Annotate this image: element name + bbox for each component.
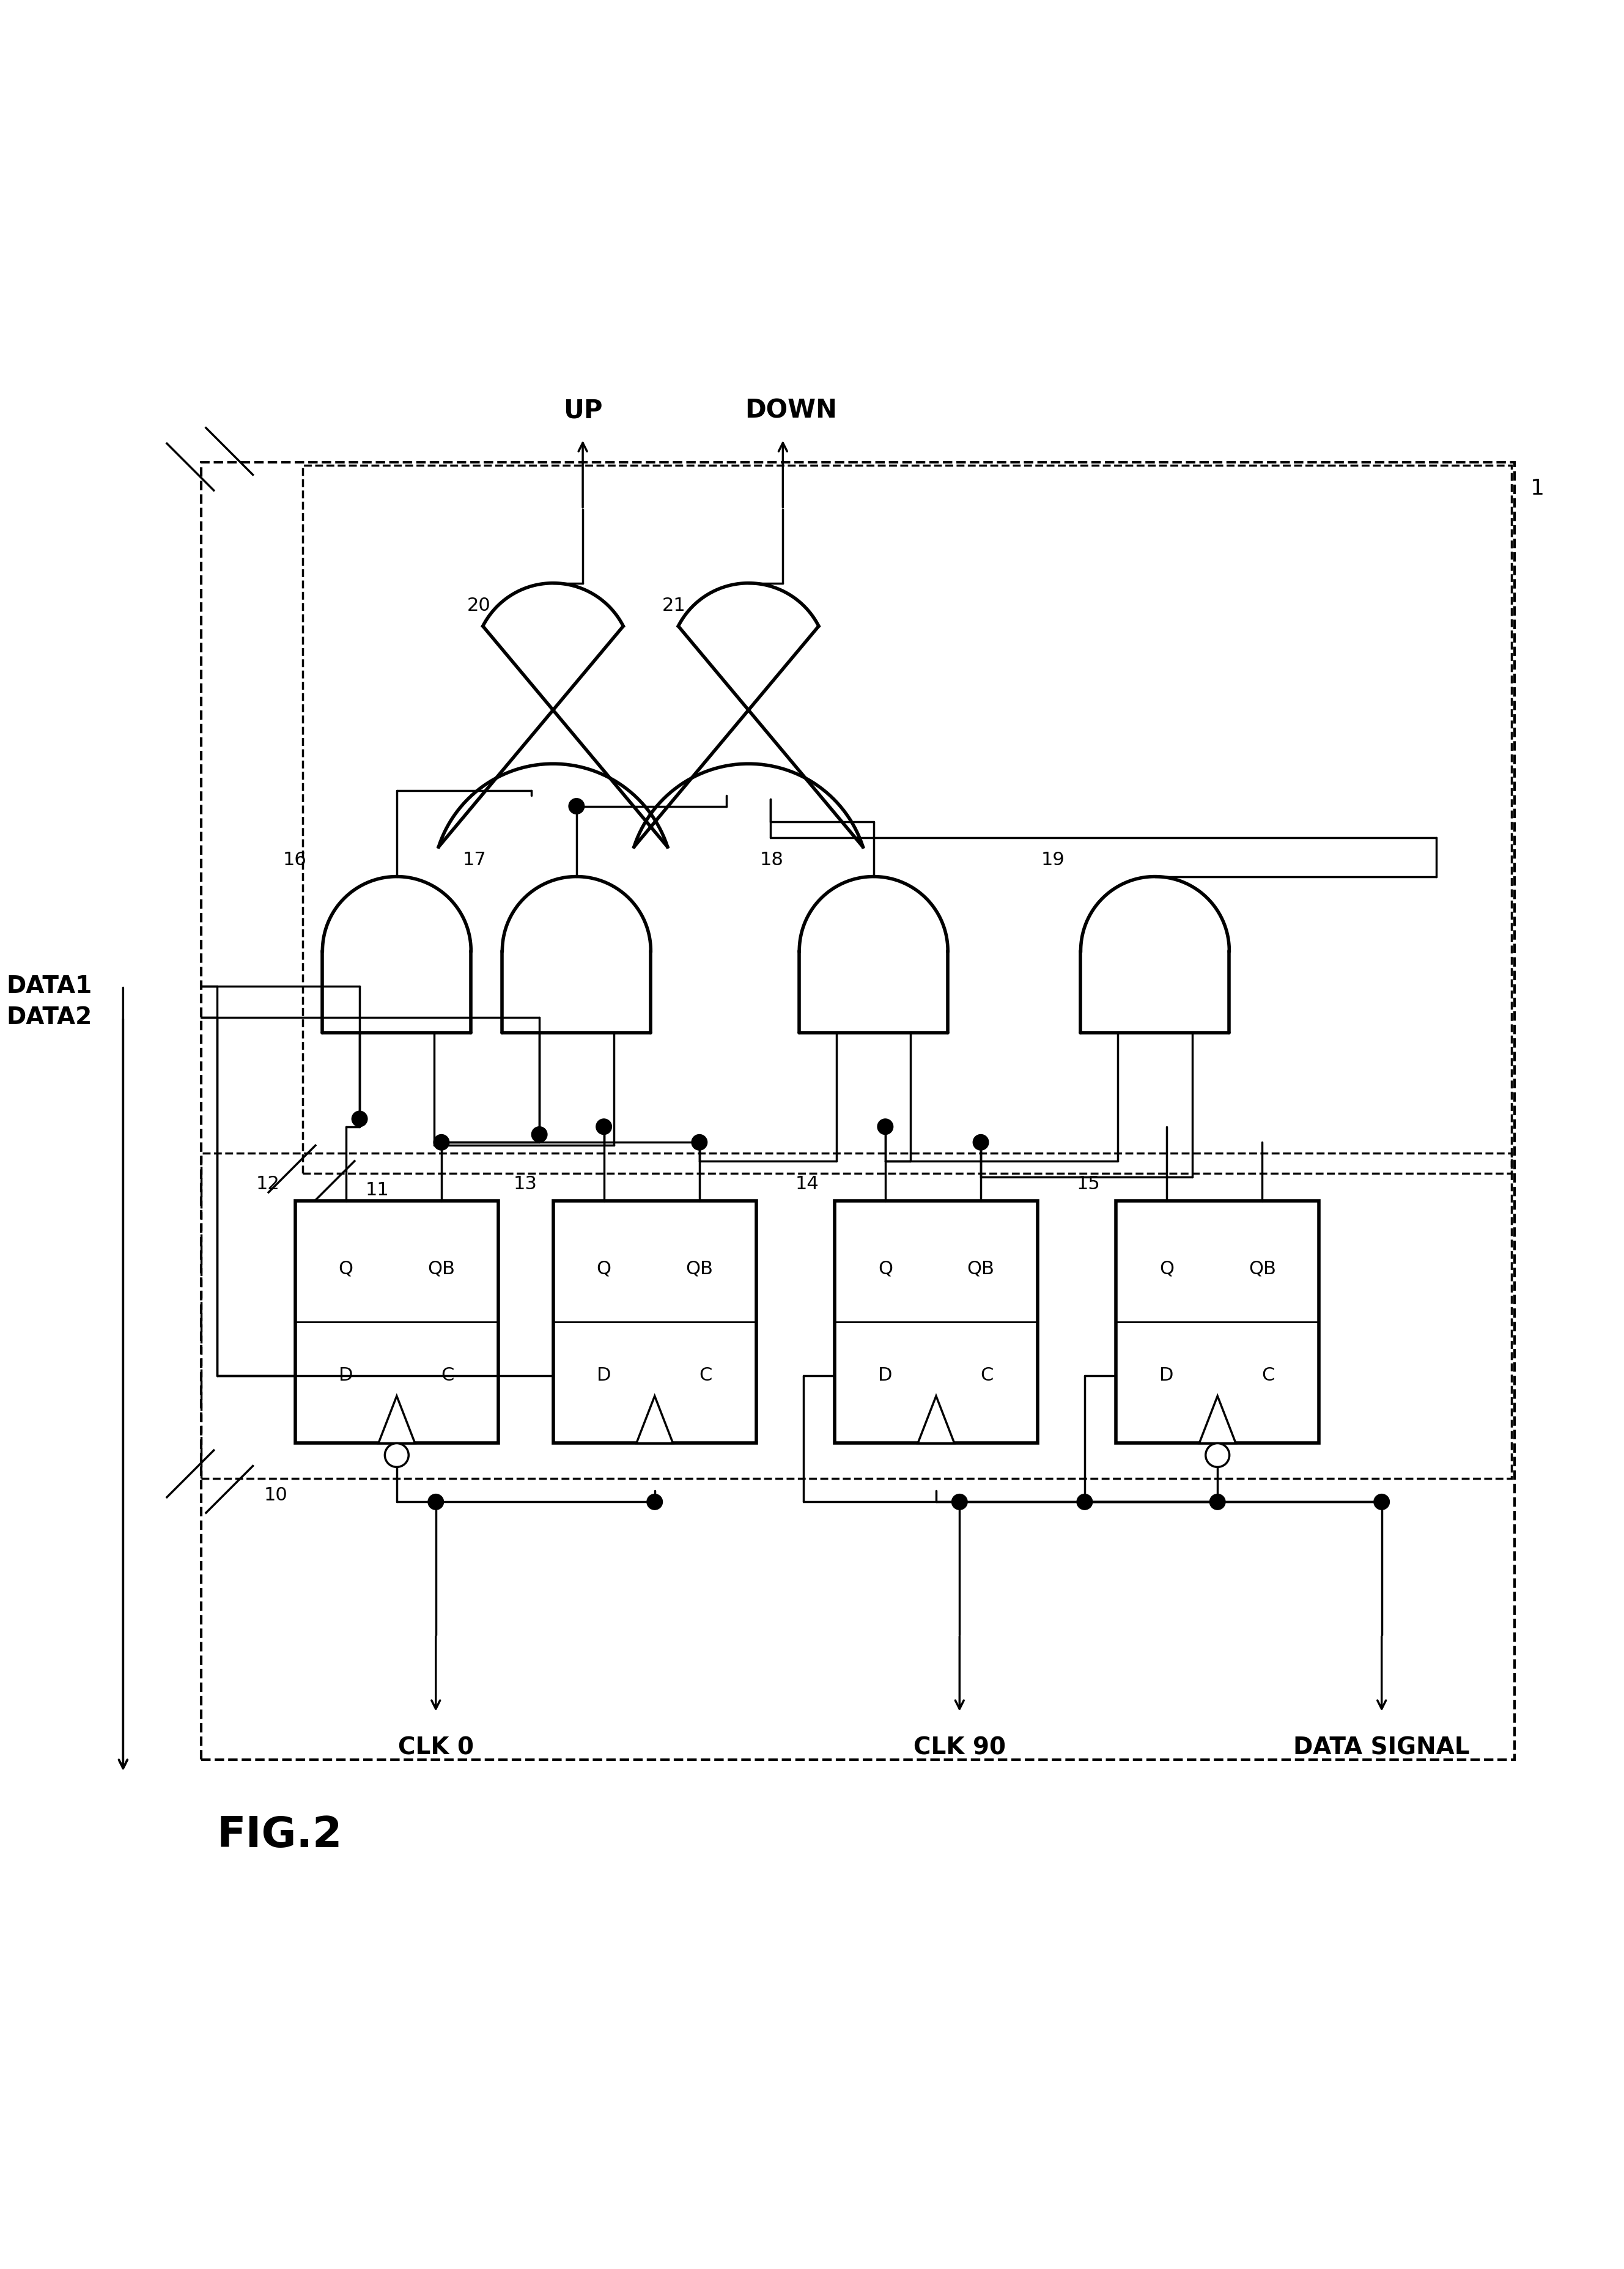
Circle shape (1077, 1493, 1093, 1509)
Circle shape (973, 1134, 989, 1150)
Circle shape (596, 1119, 612, 1134)
Text: Q: Q (879, 1259, 893, 1277)
Bar (1116, 1200, 1319, 1443)
Circle shape (568, 799, 585, 815)
Circle shape (429, 1493, 443, 1509)
Text: D: D (1160, 1366, 1174, 1384)
Text: C: C (698, 1366, 711, 1384)
Text: 15: 15 (1077, 1175, 1099, 1193)
Text: 21: 21 (663, 597, 685, 615)
Text: 12: 12 (255, 1175, 279, 1193)
Text: D: D (596, 1366, 611, 1384)
Text: UP: UP (564, 397, 603, 424)
Polygon shape (633, 583, 862, 846)
Polygon shape (1080, 876, 1229, 1032)
Circle shape (952, 1493, 968, 1509)
Text: D: D (339, 1366, 352, 1384)
Text: 1: 1 (1530, 479, 1544, 499)
Text: Q: Q (1160, 1259, 1174, 1277)
Text: D: D (879, 1366, 893, 1384)
Text: C: C (981, 1366, 994, 1384)
Text: CLK 90: CLK 90 (913, 1736, 1005, 1761)
Bar (554, 1200, 757, 1443)
Text: Q: Q (338, 1259, 354, 1277)
Text: QB: QB (427, 1259, 455, 1277)
Bar (201, 1153, 1512, 1479)
Bar (554, 1200, 757, 1443)
Bar (296, 1200, 499, 1443)
Circle shape (646, 1493, 663, 1509)
Text: QB: QB (685, 1259, 713, 1277)
Text: DOWN: DOWN (744, 397, 836, 424)
Polygon shape (323, 876, 471, 1032)
Bar (835, 1200, 1038, 1443)
Bar (835, 1200, 1038, 1443)
Text: QB: QB (966, 1259, 994, 1277)
Text: CLK 0: CLK 0 (398, 1736, 474, 1761)
Circle shape (692, 1134, 706, 1150)
Text: 11: 11 (365, 1182, 390, 1198)
Circle shape (531, 1128, 547, 1141)
Text: 10: 10 (263, 1486, 287, 1504)
Text: 18: 18 (760, 851, 784, 869)
Bar (296, 1200, 499, 1443)
Polygon shape (637, 1395, 672, 1443)
Polygon shape (502, 876, 651, 1032)
Text: DATA2: DATA2 (6, 1005, 93, 1028)
Circle shape (877, 1119, 893, 1134)
Text: QB: QB (1249, 1259, 1276, 1277)
Text: DATA SIGNAL: DATA SIGNAL (1293, 1736, 1470, 1761)
Bar (304, 465, 1512, 1173)
Circle shape (352, 1112, 367, 1128)
Text: C: C (1262, 1366, 1275, 1384)
Text: 17: 17 (463, 851, 487, 869)
Text: DATA1: DATA1 (6, 973, 93, 998)
Circle shape (1374, 1493, 1390, 1509)
Text: Q: Q (596, 1259, 611, 1277)
Text: 20: 20 (466, 597, 490, 615)
Circle shape (434, 1134, 450, 1150)
Circle shape (1205, 1443, 1229, 1468)
Polygon shape (438, 583, 667, 846)
Bar (1116, 1200, 1319, 1443)
Text: C: C (442, 1366, 455, 1384)
Text: 19: 19 (1041, 851, 1065, 869)
Polygon shape (799, 876, 948, 1032)
Text: 13: 13 (513, 1175, 538, 1193)
Text: FIG.2: FIG.2 (218, 1815, 343, 1856)
Polygon shape (918, 1395, 955, 1443)
Bar (201, 463, 1515, 1761)
Text: 16: 16 (283, 851, 307, 869)
Circle shape (1210, 1493, 1226, 1509)
Polygon shape (1199, 1395, 1236, 1443)
Text: 14: 14 (796, 1175, 818, 1193)
Polygon shape (378, 1395, 416, 1443)
Circle shape (385, 1443, 409, 1468)
